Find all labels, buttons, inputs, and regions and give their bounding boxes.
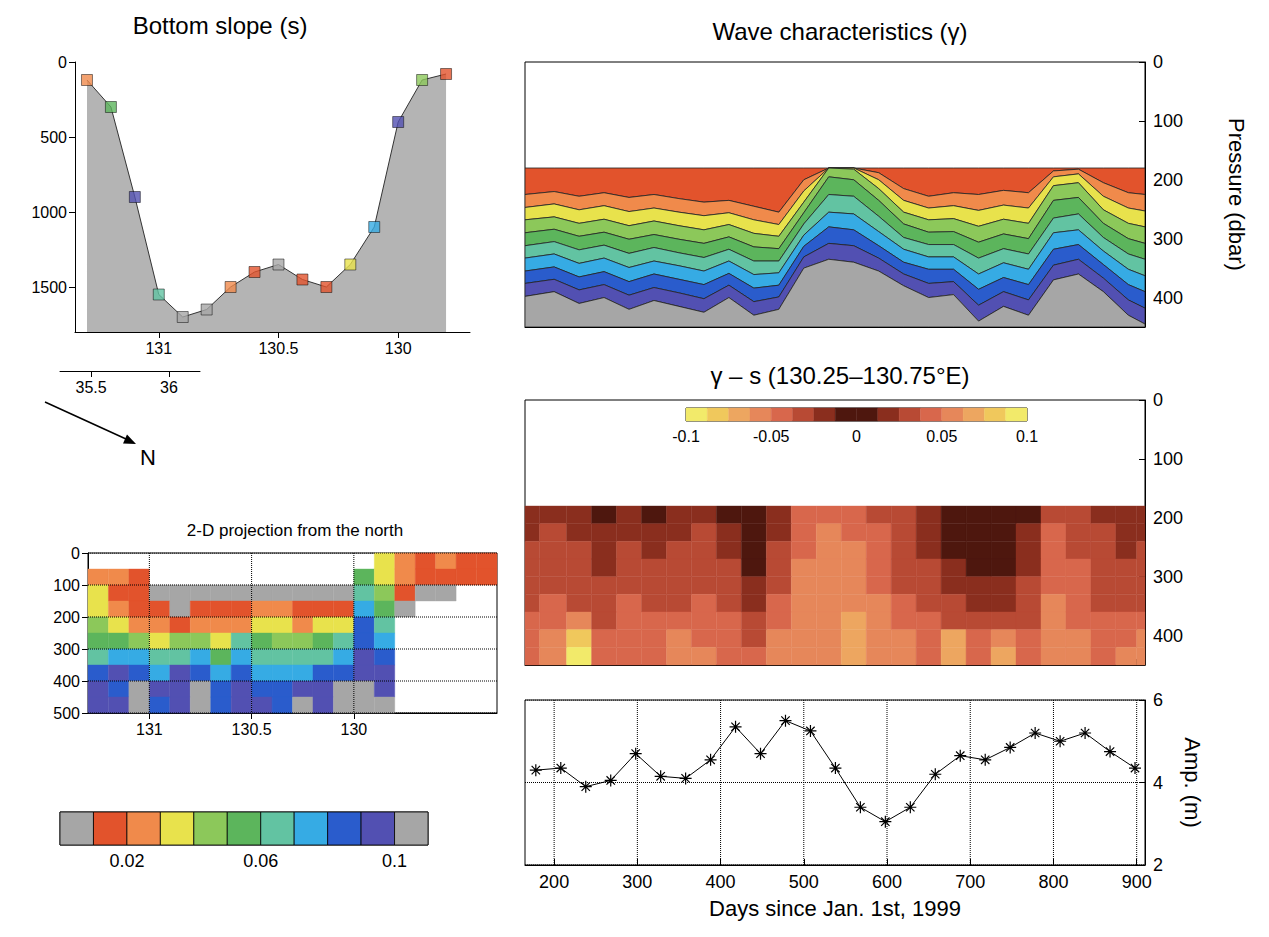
svg-text:0: 0 bbox=[58, 54, 67, 71]
svg-text:500: 500 bbox=[40, 129, 67, 146]
svg-text:-0.05: -0.05 bbox=[753, 428, 790, 445]
svg-text:300: 300 bbox=[622, 872, 652, 892]
svg-text:0.02: 0.02 bbox=[109, 851, 144, 871]
svg-text:600: 600 bbox=[872, 872, 902, 892]
svg-text:130.5: 130.5 bbox=[232, 721, 272, 738]
svg-text:400: 400 bbox=[706, 872, 736, 892]
svg-text:100: 100 bbox=[53, 577, 80, 594]
svg-text:0.1: 0.1 bbox=[382, 851, 407, 871]
svg-text:200: 200 bbox=[1153, 508, 1183, 528]
svg-text:300: 300 bbox=[53, 641, 80, 658]
svg-text:900: 900 bbox=[1122, 872, 1152, 892]
svg-text:200: 200 bbox=[53, 609, 80, 626]
svg-text:131: 131 bbox=[136, 721, 163, 738]
svg-text:100: 100 bbox=[1153, 111, 1183, 131]
svg-text:Bottom slope (s): Bottom slope (s) bbox=[133, 12, 308, 39]
svg-text:300: 300 bbox=[1153, 229, 1183, 249]
svg-text:1000: 1000 bbox=[31, 204, 67, 221]
svg-text:0: 0 bbox=[1153, 390, 1163, 410]
svg-text:6: 6 bbox=[1153, 690, 1163, 710]
svg-text:2: 2 bbox=[1153, 855, 1163, 875]
svg-text:700: 700 bbox=[955, 872, 985, 892]
svg-text:0.06: 0.06 bbox=[243, 851, 278, 871]
svg-text:4: 4 bbox=[1153, 773, 1163, 793]
svg-text:500: 500 bbox=[53, 705, 80, 722]
svg-text:1500: 1500 bbox=[31, 279, 67, 296]
svg-text:0: 0 bbox=[71, 545, 80, 562]
svg-text:N: N bbox=[140, 445, 156, 470]
svg-text:200: 200 bbox=[1153, 170, 1183, 190]
svg-text:500: 500 bbox=[789, 872, 819, 892]
svg-text:130: 130 bbox=[340, 721, 367, 738]
svg-text:400: 400 bbox=[1153, 288, 1183, 308]
svg-text:130: 130 bbox=[385, 340, 412, 357]
svg-text:Wave characteristics (γ): Wave characteristics (γ) bbox=[712, 18, 967, 45]
svg-text:100: 100 bbox=[1153, 449, 1183, 469]
svg-text:300: 300 bbox=[1153, 567, 1183, 587]
svg-text:0: 0 bbox=[1153, 52, 1163, 72]
svg-text:400: 400 bbox=[1153, 626, 1183, 646]
svg-text:130.5: 130.5 bbox=[258, 340, 298, 357]
svg-text:0: 0 bbox=[852, 428, 861, 445]
svg-text:200: 200 bbox=[539, 872, 569, 892]
svg-text:γ – s (130.25–130.75°E): γ – s (130.25–130.75°E) bbox=[710, 362, 969, 389]
svg-text:35.5: 35.5 bbox=[76, 379, 107, 396]
svg-text:Days since Jan. 1st, 1999: Days since Jan. 1st, 1999 bbox=[709, 896, 961, 921]
svg-text:0.05: 0.05 bbox=[926, 428, 957, 445]
svg-text:Amp. (m): Amp. (m) bbox=[1180, 737, 1205, 827]
svg-text:36: 36 bbox=[160, 379, 178, 396]
svg-text:0.1: 0.1 bbox=[1016, 428, 1038, 445]
svg-text:Pressure (dbar): Pressure (dbar) bbox=[1224, 118, 1249, 271]
svg-text:131: 131 bbox=[145, 340, 172, 357]
svg-text:800: 800 bbox=[1038, 872, 1068, 892]
svg-text:400: 400 bbox=[53, 673, 80, 690]
svg-text:2-D projection from the north: 2-D projection from the north bbox=[187, 521, 403, 540]
svg-text:-0.1: -0.1 bbox=[672, 428, 700, 445]
